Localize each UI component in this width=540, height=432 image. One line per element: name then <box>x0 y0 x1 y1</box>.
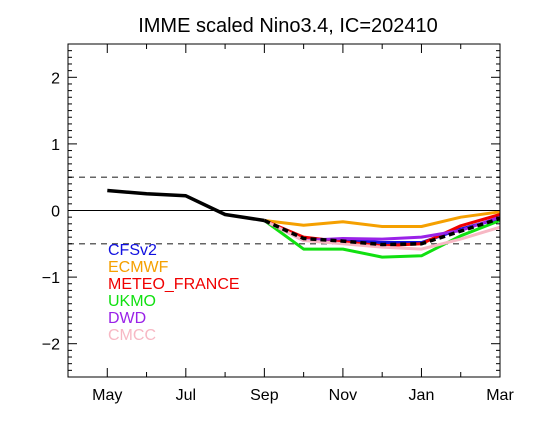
axis-ticks: May Jul Sep Nov Jan Mar 2 1 0 −1 −2 <box>42 43 514 404</box>
x-tick-label: Mar <box>486 387 514 404</box>
y-tick-label: 0 <box>51 204 60 221</box>
legend-entry-dwd: DWD <box>108 310 146 327</box>
x-tick-label: May <box>92 387 122 404</box>
x-tick-label: Jul <box>176 387 196 404</box>
ensemble-mean-line <box>263 216 501 247</box>
legend-entry-cfsv2: CFSv2 <box>108 242 157 259</box>
chart-title: IMME scaled Nino3.4, IC=202410 <box>138 15 438 37</box>
series-line-ecmwf <box>264 210 501 228</box>
observed-line <box>107 188 265 223</box>
series-line-ukmo <box>263 219 501 259</box>
plot-area <box>68 176 501 259</box>
x-tick-label: Sep <box>250 387 279 404</box>
y-tick-label: 1 <box>51 137 60 154</box>
legend-entry-ukmo: UKMO <box>108 293 156 310</box>
legend-entry-cmcc: CMCC <box>108 327 156 344</box>
y-tick-label: −1 <box>42 270 60 287</box>
y-tick-label: −2 <box>42 337 60 354</box>
legend-entry-meteo-france: METEO_FRANCE <box>108 276 240 293</box>
series-line-cmcc <box>263 219 501 251</box>
x-tick-label: Nov <box>329 387 357 404</box>
x-tick-label: Jan <box>409 387 435 404</box>
legend-entry-ecmwf: ECMWF <box>108 259 169 276</box>
y-tick-label: 2 <box>51 70 60 87</box>
